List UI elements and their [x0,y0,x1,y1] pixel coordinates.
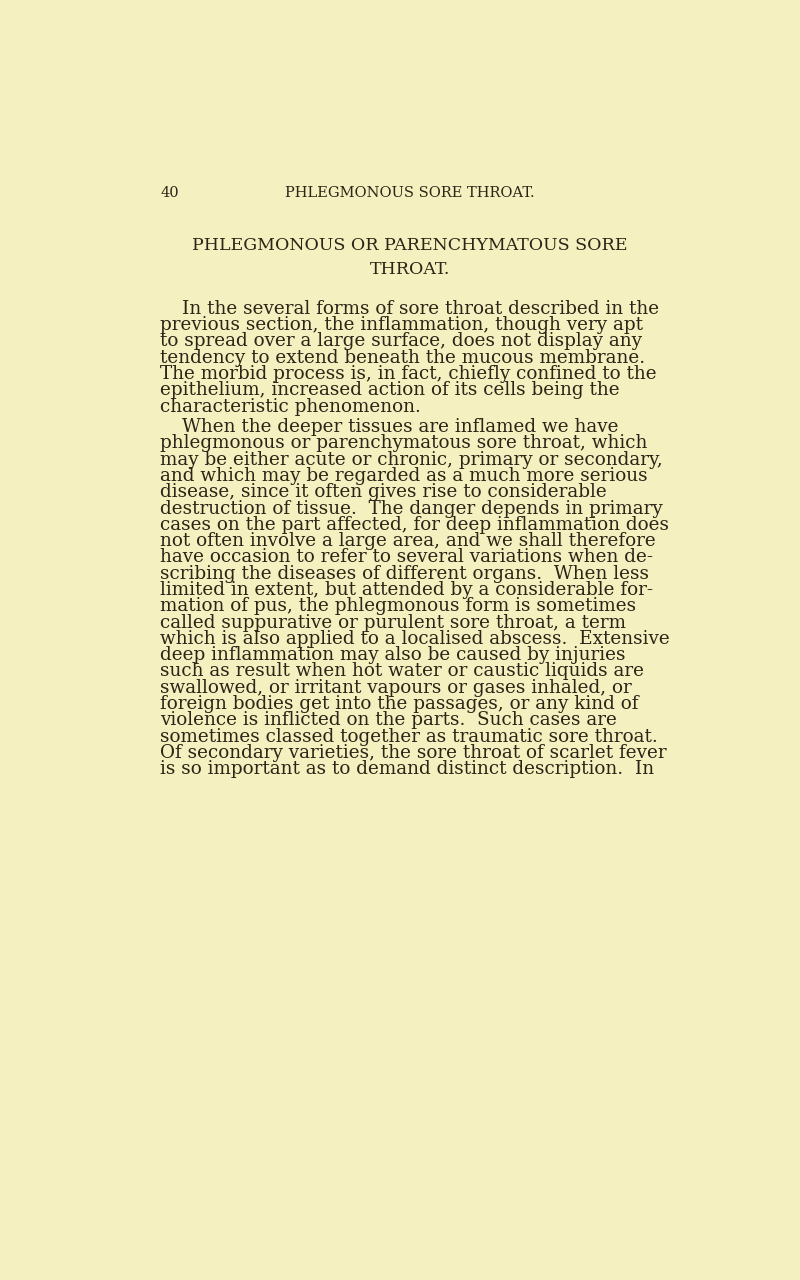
Text: sometimes classed together as traumatic sore throat.: sometimes classed together as traumatic … [161,727,658,745]
Text: foreign bodies get into the passages, or any kind of: foreign bodies get into the passages, or… [161,695,639,713]
Text: which is also applied to a localised abscess.  Extensive: which is also applied to a localised abs… [161,630,670,648]
Text: 40: 40 [161,186,179,200]
Text: previous section, the inflammation, though very apt: previous section, the inflammation, thou… [161,316,643,334]
Text: violence is inflicted on the parts.  Such cases are: violence is inflicted on the parts. Such… [161,712,618,730]
Text: The morbid process is, in fact, chiefly confined to the: The morbid process is, in fact, chiefly … [161,365,657,383]
Text: When the deeper tissues are inflamed we have: When the deeper tissues are inflamed we … [182,419,618,436]
Text: destruction of tissue.  The danger depends in primary: destruction of tissue. The danger depend… [161,499,663,517]
Text: swallowed, or irritant vapours or gases inhaled, or: swallowed, or irritant vapours or gases … [161,678,632,696]
Text: may be either acute or chronic, primary or secondary,: may be either acute or chronic, primary … [161,451,663,468]
Text: to spread over a large surface, does not display any: to spread over a large surface, does not… [161,333,642,351]
Text: not often involve a large area, and we shall therefore: not often involve a large area, and we s… [161,532,656,550]
Text: have occasion to refer to several variations when de-: have occasion to refer to several variat… [161,548,654,567]
Text: and which may be regarded as a much more serious: and which may be regarded as a much more… [161,467,648,485]
Text: deep inflammation may also be caused by injuries: deep inflammation may also be caused by … [161,646,626,664]
Text: called suppurative or purulent sore throat, a term: called suppurative or purulent sore thro… [161,613,626,631]
Text: is so important as to demand distinct description.  In: is so important as to demand distinct de… [161,760,654,778]
Text: phlegmonous or parenchymatous sore throat, which: phlegmonous or parenchymatous sore throa… [161,434,648,452]
Text: characteristic phenomenon.: characteristic phenomenon. [161,398,422,416]
Text: epithelium, increased action of its cells being the: epithelium, increased action of its cell… [161,381,620,399]
Text: Of secondary varieties, the sore throat of scarlet fever: Of secondary varieties, the sore throat … [161,744,667,762]
Text: mation of pus, the phlegmonous form is sometimes: mation of pus, the phlegmonous form is s… [161,598,637,616]
Text: such as result when hot water or caustic liquids are: such as result when hot water or caustic… [161,663,645,681]
Text: limited in extent, but attended by a considerable for-: limited in extent, but attended by a con… [161,581,654,599]
Text: disease, since it often gives rise to considerable: disease, since it often gives rise to co… [161,484,607,502]
Text: scribing the diseases of different organs.  When less: scribing the diseases of different organ… [161,564,650,582]
Text: tendency to extend beneath the mucous membrane.: tendency to extend beneath the mucous me… [161,348,646,367]
Text: In the several forms of sore throat described in the: In the several forms of sore throat desc… [182,300,659,317]
Text: cases on the part affected, for deep inflammation does: cases on the part affected, for deep inf… [161,516,670,534]
Text: PHLEGMONOUS OR PARENCHYMATOUS SORE: PHLEGMONOUS OR PARENCHYMATOUS SORE [192,237,628,253]
Text: THROAT.: THROAT. [370,261,450,278]
Text: PHLEGMONOUS SORE THROAT.: PHLEGMONOUS SORE THROAT. [285,186,535,200]
